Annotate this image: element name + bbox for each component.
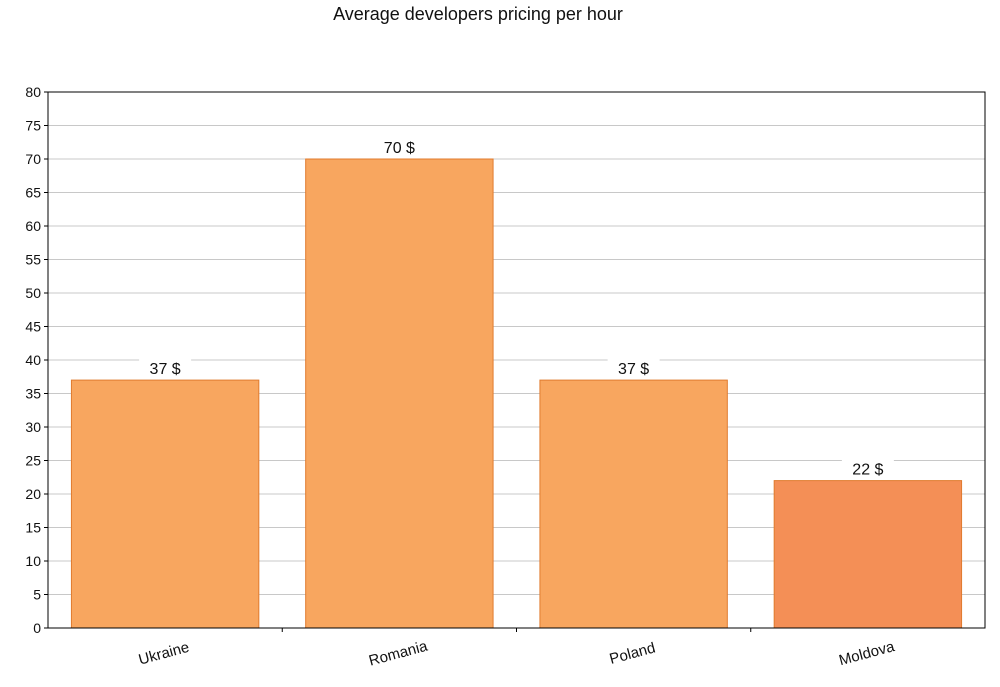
y-tick-label: 15 [25,520,41,536]
y-tick-label: 75 [25,118,41,134]
y-tick-label: 20 [25,486,41,502]
bar-ukraine [70,379,260,629]
category-label: Poland [608,639,658,668]
y-tick-label: 65 [25,185,41,201]
y-tick-label: 70 [25,151,41,167]
bar-romania [305,158,494,629]
y-tick-label: 5 [33,587,41,603]
value-label: 22 $ [852,462,883,479]
chart-title: Average developers pricing per hour [333,4,623,24]
value-label: 37 $ [618,361,649,378]
y-tick-label: 80 [25,84,41,100]
value-label: 37 $ [150,361,181,378]
y-tick-label: 30 [25,419,41,435]
y-tick-label: 55 [25,252,41,268]
y-tick-label: 25 [25,453,41,469]
bars [70,158,963,629]
category-label: Moldova [837,638,897,669]
value-label-background [139,358,192,379]
value-label-background [841,458,894,479]
axes [44,91,986,632]
y-tick-label: 35 [25,386,41,402]
y-tick-label: 45 [25,319,41,335]
category-label: Romania [367,638,430,670]
value-label: 70 $ [384,140,415,157]
bar-moldova [773,480,963,629]
category-label: Ukraine [137,639,191,669]
bar-poland [539,379,728,629]
value-label-background [373,137,426,157]
y-tick-label: 60 [25,218,41,234]
y-tick-label: 40 [25,352,41,368]
y-tick-label: 10 [25,553,41,569]
y-tick-label: 0 [33,620,41,636]
value-label-background [607,358,660,379]
y-tick-label: 50 [25,285,41,301]
